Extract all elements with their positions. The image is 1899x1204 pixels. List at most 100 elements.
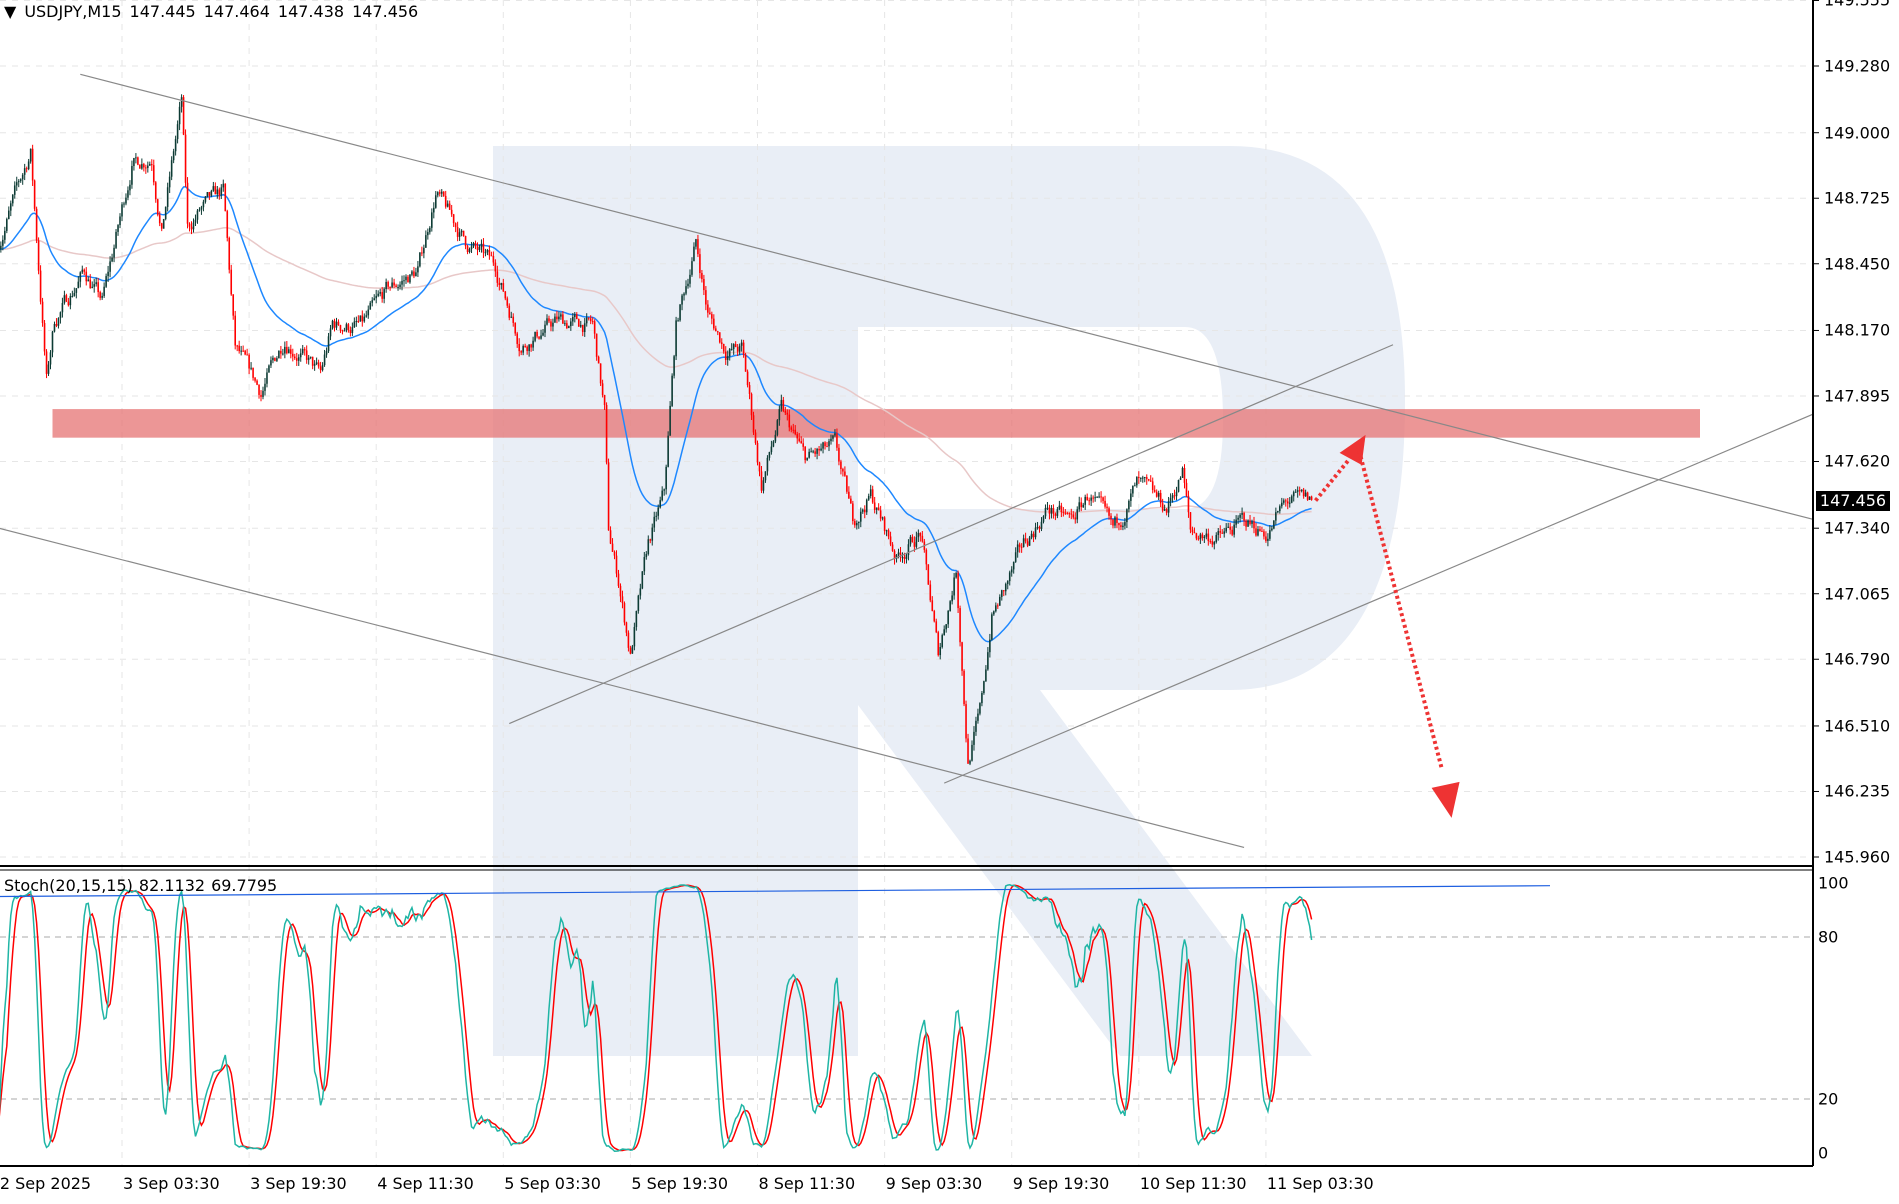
candle-body — [335, 321, 338, 328]
candle-body — [81, 269, 84, 273]
candle-body — [1088, 500, 1090, 502]
candle-body — [194, 219, 197, 223]
candle-body — [1217, 531, 1220, 535]
candle-body — [1277, 511, 1279, 513]
candle-body — [431, 212, 433, 228]
candle-body — [1052, 508, 1055, 514]
candle-body — [1239, 514, 1241, 518]
time-tick-label: 8 Sep 11:30 — [758, 1174, 856, 1193]
candle-body — [1102, 497, 1104, 501]
trendline[interactable] — [0, 527, 1245, 849]
candle-body — [35, 208, 38, 241]
candle-body — [69, 296, 72, 306]
candle-body — [7, 210, 10, 220]
candle-body — [49, 352, 52, 365]
candle-body — [397, 286, 399, 288]
candle-body — [1036, 526, 1039, 528]
stoch-tick-label: 80 — [1818, 927, 1839, 947]
candle-body — [232, 294, 235, 316]
candle-body — [206, 192, 209, 197]
candle-body — [230, 269, 233, 295]
candle-body — [1219, 531, 1222, 533]
candle-body — [969, 760, 971, 764]
candle-body — [1120, 525, 1122, 528]
candle-body — [524, 346, 526, 348]
candle-body — [1189, 512, 1192, 530]
slow-moving-average-line — [0, 226, 1312, 516]
candle-body — [512, 316, 515, 323]
candle-body — [216, 189, 219, 195]
candle-body — [359, 315, 362, 322]
candle-body — [532, 340, 534, 348]
candle-body — [1302, 489, 1305, 497]
candle-body — [617, 573, 620, 586]
candle-body — [631, 646, 634, 654]
candle-body — [145, 167, 147, 169]
candle-body — [681, 295, 683, 305]
candle-body — [149, 164, 151, 166]
candle-body — [448, 203, 451, 210]
candle-body — [1286, 501, 1289, 504]
candle-body — [1140, 477, 1142, 479]
open-price: 147.445 — [129, 2, 196, 21]
trendline[interactable] — [80, 73, 1814, 520]
candle-body — [369, 302, 372, 310]
candle-body — [861, 509, 864, 512]
candle-body — [997, 605, 999, 607]
triangle-down-icon[interactable]: ▼ — [4, 2, 17, 21]
candle-body — [321, 365, 324, 371]
time-tick-label: 5 Sep 19:30 — [631, 1174, 729, 1193]
candle-body — [1008, 572, 1011, 582]
candle-body — [1187, 495, 1190, 513]
candle-body — [6, 219, 8, 231]
candle-body — [967, 738, 969, 764]
candle-body — [51, 331, 54, 353]
candle-body — [661, 490, 663, 501]
candle-body — [1161, 503, 1164, 511]
candle-body — [1068, 513, 1071, 515]
candle-body — [740, 342, 743, 346]
candle-body — [977, 713, 979, 721]
trendlines[interactable] — [0, 73, 1814, 849]
candle-body — [389, 286, 391, 288]
candle-body — [611, 543, 614, 552]
trendline[interactable] — [509, 344, 1394, 725]
candle-body — [21, 174, 24, 180]
candle-body — [506, 298, 509, 306]
candle-body — [798, 438, 801, 442]
candle-body — [1203, 536, 1206, 538]
candle-body — [117, 225, 119, 232]
candle-body — [17, 181, 20, 183]
candle-body — [1070, 513, 1073, 515]
candle-body — [139, 164, 141, 169]
candle-body — [683, 293, 685, 296]
candle-body — [639, 588, 642, 596]
candle-body — [345, 324, 348, 331]
candle-body — [581, 324, 584, 333]
candle-body — [893, 550, 896, 559]
candle-body — [1002, 590, 1005, 592]
candle-body — [438, 192, 441, 194]
candle-body — [349, 330, 352, 334]
candle-body — [182, 97, 185, 135]
candle-body — [806, 457, 808, 461]
candle-body — [695, 239, 697, 247]
candle-body — [713, 318, 715, 329]
candle-body — [1282, 500, 1285, 503]
candle-body — [1014, 552, 1017, 562]
trendline[interactable] — [943, 413, 1814, 784]
candle-body — [830, 438, 832, 442]
candle-body — [1241, 513, 1243, 515]
stoch-k-value: 82.1132 — [138, 876, 206, 895]
candle-body — [1020, 546, 1023, 548]
candle-body — [734, 344, 737, 347]
candle-body — [1010, 569, 1013, 573]
candle-body — [11, 194, 14, 204]
candle-body — [1141, 477, 1144, 479]
candle-body — [361, 315, 364, 322]
candle-body — [272, 357, 274, 361]
candle-body — [1288, 502, 1291, 504]
candle-body — [1300, 489, 1303, 492]
candle-body — [971, 744, 973, 761]
